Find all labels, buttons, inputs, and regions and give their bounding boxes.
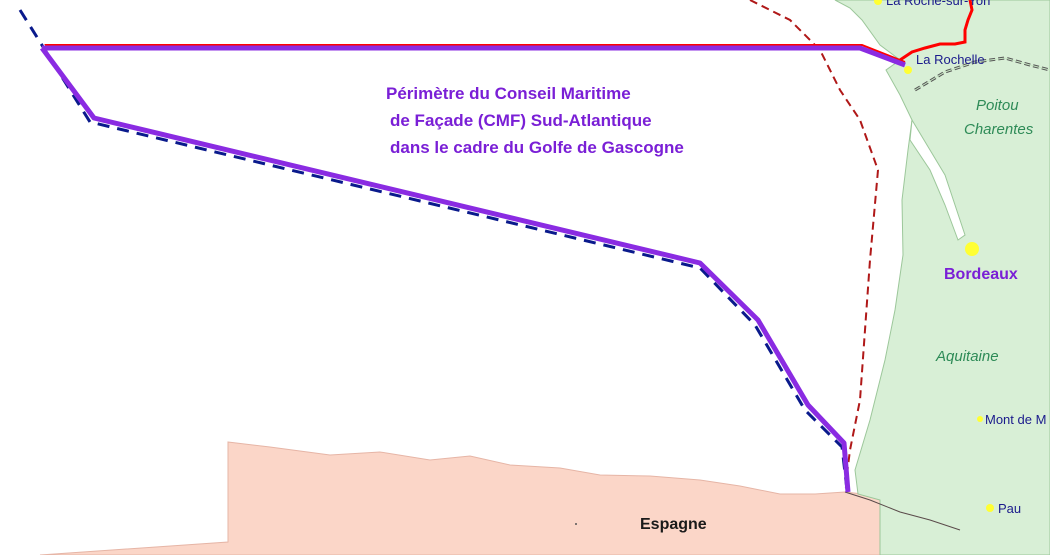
label-bordeaux: Bordeaux	[944, 266, 1018, 283]
city-dot-la-rochelle	[904, 66, 912, 74]
france-land	[834, 0, 1050, 555]
red-boundary-north	[899, 0, 974, 62]
label-region-poitou: Poitou	[976, 97, 1019, 114]
city-dot-bordeaux	[965, 242, 979, 256]
label-la-rochelle: La Rochelle	[916, 52, 985, 67]
spain-france-border	[844, 491, 961, 531]
map-title-line-1: Périmètre du Conseil Maritime	[386, 84, 631, 103]
map-title-line-2: de Façade (CMF) Sud-Atlantique	[390, 111, 652, 130]
label-region-aquitaine: Aquitaine	[936, 348, 999, 365]
label-mont-de-marsan: Mont de M	[985, 412, 1047, 427]
red-horizontal-boundary	[40, 44, 906, 63]
city-dot-mont-de-marsan	[977, 416, 983, 422]
city-dot-la-roche-sur-yon	[874, 0, 882, 5]
label-pau: Pau	[998, 501, 1022, 516]
map-speck	[575, 523, 577, 525]
label-region-charentes: Charentes	[964, 121, 1034, 138]
cmf-perimeter-line	[39, 45, 906, 493]
gironde-estuary	[909, 118, 966, 241]
map-title-line-3: dans le cadre du Golfe de Gascogne	[390, 138, 684, 157]
label-la-roche-sur-yon: La Roche-sur-Yon	[886, 0, 991, 8]
label-espagne: Espagne	[640, 516, 707, 533]
dashed-red-sea-limit	[749, 0, 880, 491]
city-dot-pau	[986, 504, 994, 512]
